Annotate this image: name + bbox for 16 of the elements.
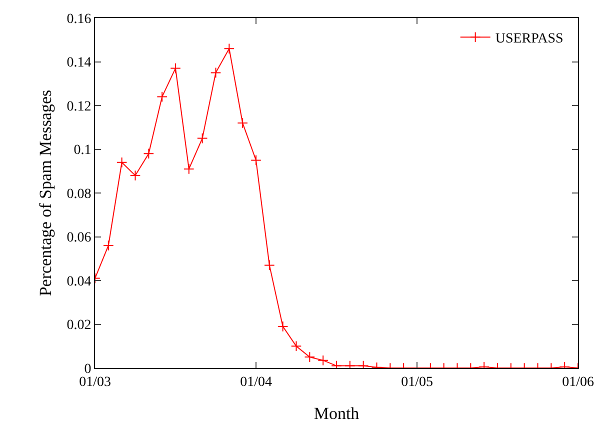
y-axis-title: Percentage of Spam Messages [36,90,55,296]
y-tick-label: 0.08 [66,186,92,202]
y-tick-label: 0.04 [66,274,92,290]
x-tick-label: 01/04 [240,374,272,390]
x-tick-label: 01/03 [79,374,111,390]
legend-label: USERPASS [495,32,564,47]
y-tick-label: 0.16 [66,12,92,27]
y-tick-label: 0.02 [66,318,92,334]
x-tick-label: 01/05 [401,374,433,390]
y-tick-label: 0.14 [66,56,92,71]
x-axis-title: Month [314,404,360,423]
y-tick-label: 0 [84,362,92,377]
x-tick-label: 01/06 [562,374,594,390]
y-tick-label: 0.1 [74,143,92,158]
y-tick-label: 0.06 [66,230,92,246]
y-tick-label: 0.12 [66,99,92,114]
